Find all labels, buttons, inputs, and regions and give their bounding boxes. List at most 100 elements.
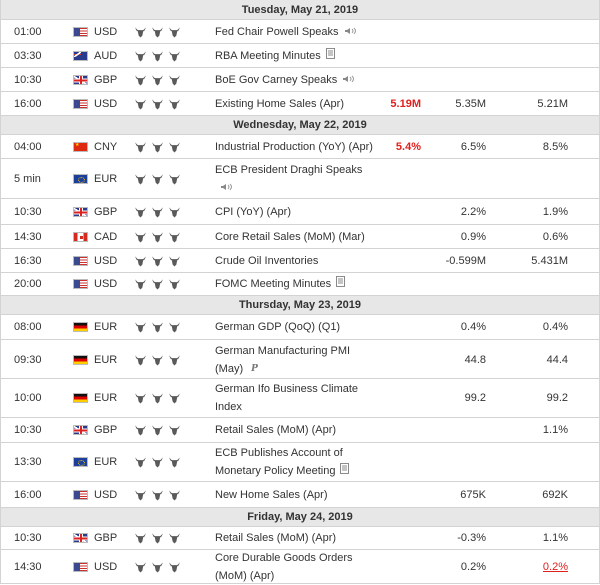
event-name[interactable]: ECB Publishes Account of Monetary Policy… (215, 444, 355, 480)
event-name-text: Fed Chair Powell Speaks (215, 25, 339, 38)
importance-bulls (135, 489, 180, 500)
event-name[interactable]: Crude Oil Inventories (215, 252, 375, 270)
previous-value: 692K (542, 488, 568, 501)
bull-icon (135, 425, 146, 436)
event-name[interactable]: Core Durable Goods Orders (MoM) (Apr) (215, 549, 365, 585)
event-name[interactable]: CPI (YoY) (Apr) (215, 203, 375, 221)
event-name[interactable]: Fed Chair Powell Speaks (215, 22, 375, 40)
currency-code: USD (94, 560, 118, 573)
bull-icon (152, 322, 163, 333)
event-name-text: German Ifo Business Climate Index (215, 383, 359, 413)
bull-icon (135, 354, 146, 365)
event-name[interactable]: Retail Sales (MoM) (Apr) (215, 529, 375, 547)
event-row[interactable]: 10:30 GBP Retail Sales (MoM) (Apr) -0.3% 1.1… (1, 527, 599, 550)
currency-code: EUR (94, 456, 118, 468)
event-name[interactable]: RBA Meeting Minutes (215, 46, 375, 64)
flag-gb-icon (73, 533, 88, 543)
event-name[interactable]: Core Retail Sales (MoM) (Mar) (215, 228, 375, 246)
importance-bulls (135, 354, 180, 365)
event-time: 09:30 (14, 353, 42, 366)
forecast-value: 0.4% (460, 321, 486, 333)
bull-icon (152, 206, 163, 217)
event-name[interactable]: New Home Sales (Apr) (215, 486, 375, 504)
currency-code: USD (94, 97, 118, 110)
event-row[interactable]: 10:30 GBP BoE Gov Carney Speaks (1, 68, 599, 92)
document-icon (336, 275, 346, 293)
bull-icon (169, 26, 180, 37)
bull-icon (169, 393, 180, 404)
event-name[interactable]: Retail Sales (MoM) (Apr) (215, 421, 375, 439)
event-name-text: ECB Publishes Account of Monetary Policy… (215, 446, 343, 477)
event-row[interactable]: 16:30 USD Crude Oil Inventories -0.599M 5.43… (1, 249, 599, 273)
bull-icon (135, 141, 146, 152)
importance-bulls (135, 26, 180, 37)
actual-value: 5.4% (395, 140, 421, 153)
event-row[interactable]: 10:00 EUR German Ifo Business Climate Inde… (1, 379, 599, 418)
event-name[interactable]: German GDP (QoQ) (Q1) (215, 318, 375, 336)
event-name-text: Industrial Production (YoY) (Apr) (215, 140, 373, 153)
speaker-icon[interactable] (342, 71, 356, 89)
event-row[interactable]: 5 min EUR ECB President Draghi Speaks (1, 159, 599, 199)
event-time: 03:30 (14, 49, 42, 62)
flag-gb-icon (73, 74, 88, 85)
currency-code: CAD (94, 230, 118, 243)
event-name-text: German GDP (QoQ) (Q1) (215, 321, 341, 333)
event-time: 20:00 (14, 278, 42, 290)
event-row[interactable]: 20:00 USD FOMC Meeting Minutes (1, 273, 599, 296)
event-time: 5 min (14, 172, 41, 185)
event-row[interactable]: 09:30 EUR German Manufacturing PMI (May) P 4… (1, 341, 599, 379)
event-name-text: Existing Home Sales (Apr) (215, 97, 344, 110)
bull-icon (169, 322, 180, 333)
forecast-value: 0.2% (460, 560, 486, 573)
flag-us-icon (73, 98, 88, 109)
bull-icon (169, 74, 180, 85)
importance-bulls (135, 322, 180, 333)
bull-icon (152, 425, 163, 436)
event-name-text: ECB President Draghi Speaks (215, 163, 363, 176)
event-row[interactable]: 03:30 AUD RBA Meeting Minutes (1, 44, 599, 68)
bull-icon (169, 50, 180, 61)
previous-value: 1.9% (542, 205, 568, 218)
event-row[interactable]: 10:30 GBP CPI (YoY) (Apr) 2.2% 1.9% (1, 199, 599, 225)
importance-bulls (135, 141, 180, 152)
event-name[interactable]: German Ifo Business Climate Index (215, 380, 365, 416)
event-name[interactable]: FOMC Meeting Minutes (215, 275, 375, 293)
flag-eu-icon (73, 457, 88, 467)
event-row[interactable]: 10:30 GBP Retail Sales (MoM) (Apr) 1.1% (1, 418, 599, 443)
forecast-value: 44.8 (464, 353, 486, 366)
flag-us-icon (73, 26, 88, 37)
bull-icon (152, 231, 163, 242)
forecast-value: -0.3% (457, 532, 486, 544)
event-name-text: Core Durable Goods Orders (MoM) (Apr) (215, 551, 353, 582)
bull-icon (152, 173, 163, 184)
event-row[interactable]: 14:30 USD Core Durable Goods Orders (MoM) … (1, 550, 599, 584)
event-name[interactable]: ECB President Draghi Speaks (215, 160, 365, 196)
currency-code: USD (94, 25, 118, 38)
event-time: 14:30 (14, 230, 42, 243)
event-row[interactable]: 16:00 USD New Home Sales (Apr) 675K 692K (1, 482, 599, 508)
event-row[interactable]: 08:00 EUR German GDP (QoQ) (Q1) 0.4% 0.4% (1, 315, 599, 340)
event-name[interactable]: Industrial Production (YoY) (Apr) (215, 138, 375, 156)
bull-icon (152, 561, 163, 572)
event-row[interactable]: 13:30 EUR ECB Publishes Account of Monetar… (1, 443, 599, 482)
event-time: 10:30 (14, 73, 42, 86)
flag-gb-icon (73, 206, 88, 217)
event-row[interactable]: 04:00 CNY Industrial Production (YoY) (Apr… (1, 135, 599, 159)
speaker-icon[interactable] (344, 23, 358, 41)
bull-icon (169, 255, 180, 266)
event-name[interactable]: BoE Gov Carney Speaks (215, 70, 375, 88)
event-name[interactable]: Existing Home Sales (Apr) (215, 95, 375, 113)
event-row[interactable]: 14:30 CAD Core Retail Sales (MoM) (Mar) 0.9… (1, 225, 599, 249)
importance-bulls (135, 393, 180, 404)
event-name-text: Retail Sales (MoM) (Apr) (215, 424, 337, 436)
speaker-icon[interactable] (220, 179, 234, 197)
currency-code: GBP (94, 205, 118, 218)
event-time: 08:00 (14, 321, 42, 333)
event-name[interactable]: German Manufacturing PMI (May) P (215, 341, 365, 377)
event-row[interactable]: 01:00 USD Fed Chair Powell Speaks (1, 20, 599, 44)
importance-bulls (135, 457, 180, 468)
bull-icon (169, 206, 180, 217)
event-row[interactable]: 16:00 USD Existing Home Sales (Apr) 5.19M 5.… (1, 92, 599, 116)
currency-code: EUR (94, 321, 118, 333)
event-name-text: German Manufacturing PMI (May) (215, 344, 351, 375)
